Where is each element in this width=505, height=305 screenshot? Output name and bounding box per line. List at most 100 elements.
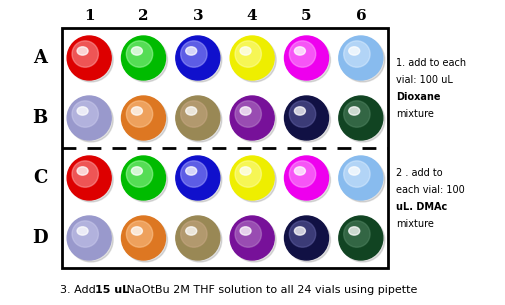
Ellipse shape [181,101,207,127]
Ellipse shape [72,41,98,67]
Ellipse shape [122,96,166,140]
Ellipse shape [131,107,142,115]
Ellipse shape [240,107,251,115]
Text: 4: 4 [247,9,258,23]
Ellipse shape [235,101,262,127]
Ellipse shape [186,227,197,235]
Ellipse shape [67,216,111,260]
Text: 3. Add: 3. Add [60,285,99,295]
Text: uL. DMAc: uL. DMAc [396,202,447,212]
Ellipse shape [240,47,251,55]
Text: 2 . add to: 2 . add to [396,168,442,178]
Text: vial: 100 uL: vial: 100 uL [396,75,453,85]
Ellipse shape [69,38,113,82]
Ellipse shape [181,41,207,67]
Ellipse shape [230,156,274,200]
Ellipse shape [176,96,220,140]
Ellipse shape [344,161,370,187]
Ellipse shape [67,36,111,80]
Ellipse shape [339,156,383,200]
Ellipse shape [289,161,316,187]
Ellipse shape [178,38,222,82]
Ellipse shape [122,36,166,80]
Text: 1: 1 [84,9,94,23]
Ellipse shape [124,98,168,142]
Ellipse shape [69,218,113,262]
Ellipse shape [235,41,262,67]
Ellipse shape [77,47,88,55]
Ellipse shape [235,161,262,187]
Ellipse shape [72,161,98,187]
Ellipse shape [67,156,111,200]
Ellipse shape [344,221,370,247]
Ellipse shape [230,36,274,80]
Text: B: B [32,109,47,127]
Ellipse shape [294,107,306,115]
Text: 1. add to each: 1. add to each [396,58,466,68]
Ellipse shape [341,218,385,262]
Ellipse shape [181,161,207,187]
Ellipse shape [126,221,153,247]
Text: each vial: 100: each vial: 100 [396,185,465,195]
Ellipse shape [286,98,330,142]
Ellipse shape [294,227,306,235]
Ellipse shape [349,227,360,235]
Ellipse shape [349,167,360,175]
Ellipse shape [232,38,276,82]
Ellipse shape [284,96,328,140]
Ellipse shape [339,96,383,140]
Bar [62,28,388,268]
Ellipse shape [341,38,385,82]
Ellipse shape [232,158,276,202]
Text: 6: 6 [356,9,366,23]
Ellipse shape [69,98,113,142]
Text: 5: 5 [301,9,312,23]
Ellipse shape [178,158,222,202]
Ellipse shape [126,41,153,67]
Ellipse shape [349,47,360,55]
Ellipse shape [77,227,88,235]
Text: Dioxane: Dioxane [396,92,440,102]
Text: mixture: mixture [396,109,434,119]
Ellipse shape [284,36,328,80]
Ellipse shape [284,156,328,200]
Ellipse shape [341,158,385,202]
Ellipse shape [289,41,316,67]
Ellipse shape [339,36,383,80]
Ellipse shape [124,218,168,262]
Ellipse shape [67,96,111,140]
Ellipse shape [131,167,142,175]
Ellipse shape [122,156,166,200]
Ellipse shape [72,101,98,127]
Ellipse shape [232,98,276,142]
Ellipse shape [126,161,153,187]
Ellipse shape [186,47,197,55]
Text: 3: 3 [192,9,203,23]
Ellipse shape [124,158,168,202]
Ellipse shape [344,41,370,67]
Ellipse shape [131,227,142,235]
Text: NaOtBu 2M THF solution to all 24 vials using pipette: NaOtBu 2M THF solution to all 24 vials u… [123,285,417,295]
Ellipse shape [230,96,274,140]
Ellipse shape [77,107,88,115]
Text: D: D [32,229,48,247]
Text: 2: 2 [138,9,149,23]
Ellipse shape [181,221,207,247]
Ellipse shape [186,167,197,175]
Text: mixture: mixture [396,219,434,229]
Ellipse shape [289,221,316,247]
Ellipse shape [122,216,166,260]
Ellipse shape [186,107,197,115]
Ellipse shape [230,216,274,260]
Ellipse shape [176,216,220,260]
Ellipse shape [240,227,251,235]
Ellipse shape [178,218,222,262]
Ellipse shape [176,156,220,200]
Ellipse shape [72,221,98,247]
Ellipse shape [124,38,168,82]
Ellipse shape [176,36,220,80]
Ellipse shape [349,107,360,115]
Ellipse shape [284,216,328,260]
Text: 15 uL: 15 uL [95,285,129,295]
Ellipse shape [126,101,153,127]
